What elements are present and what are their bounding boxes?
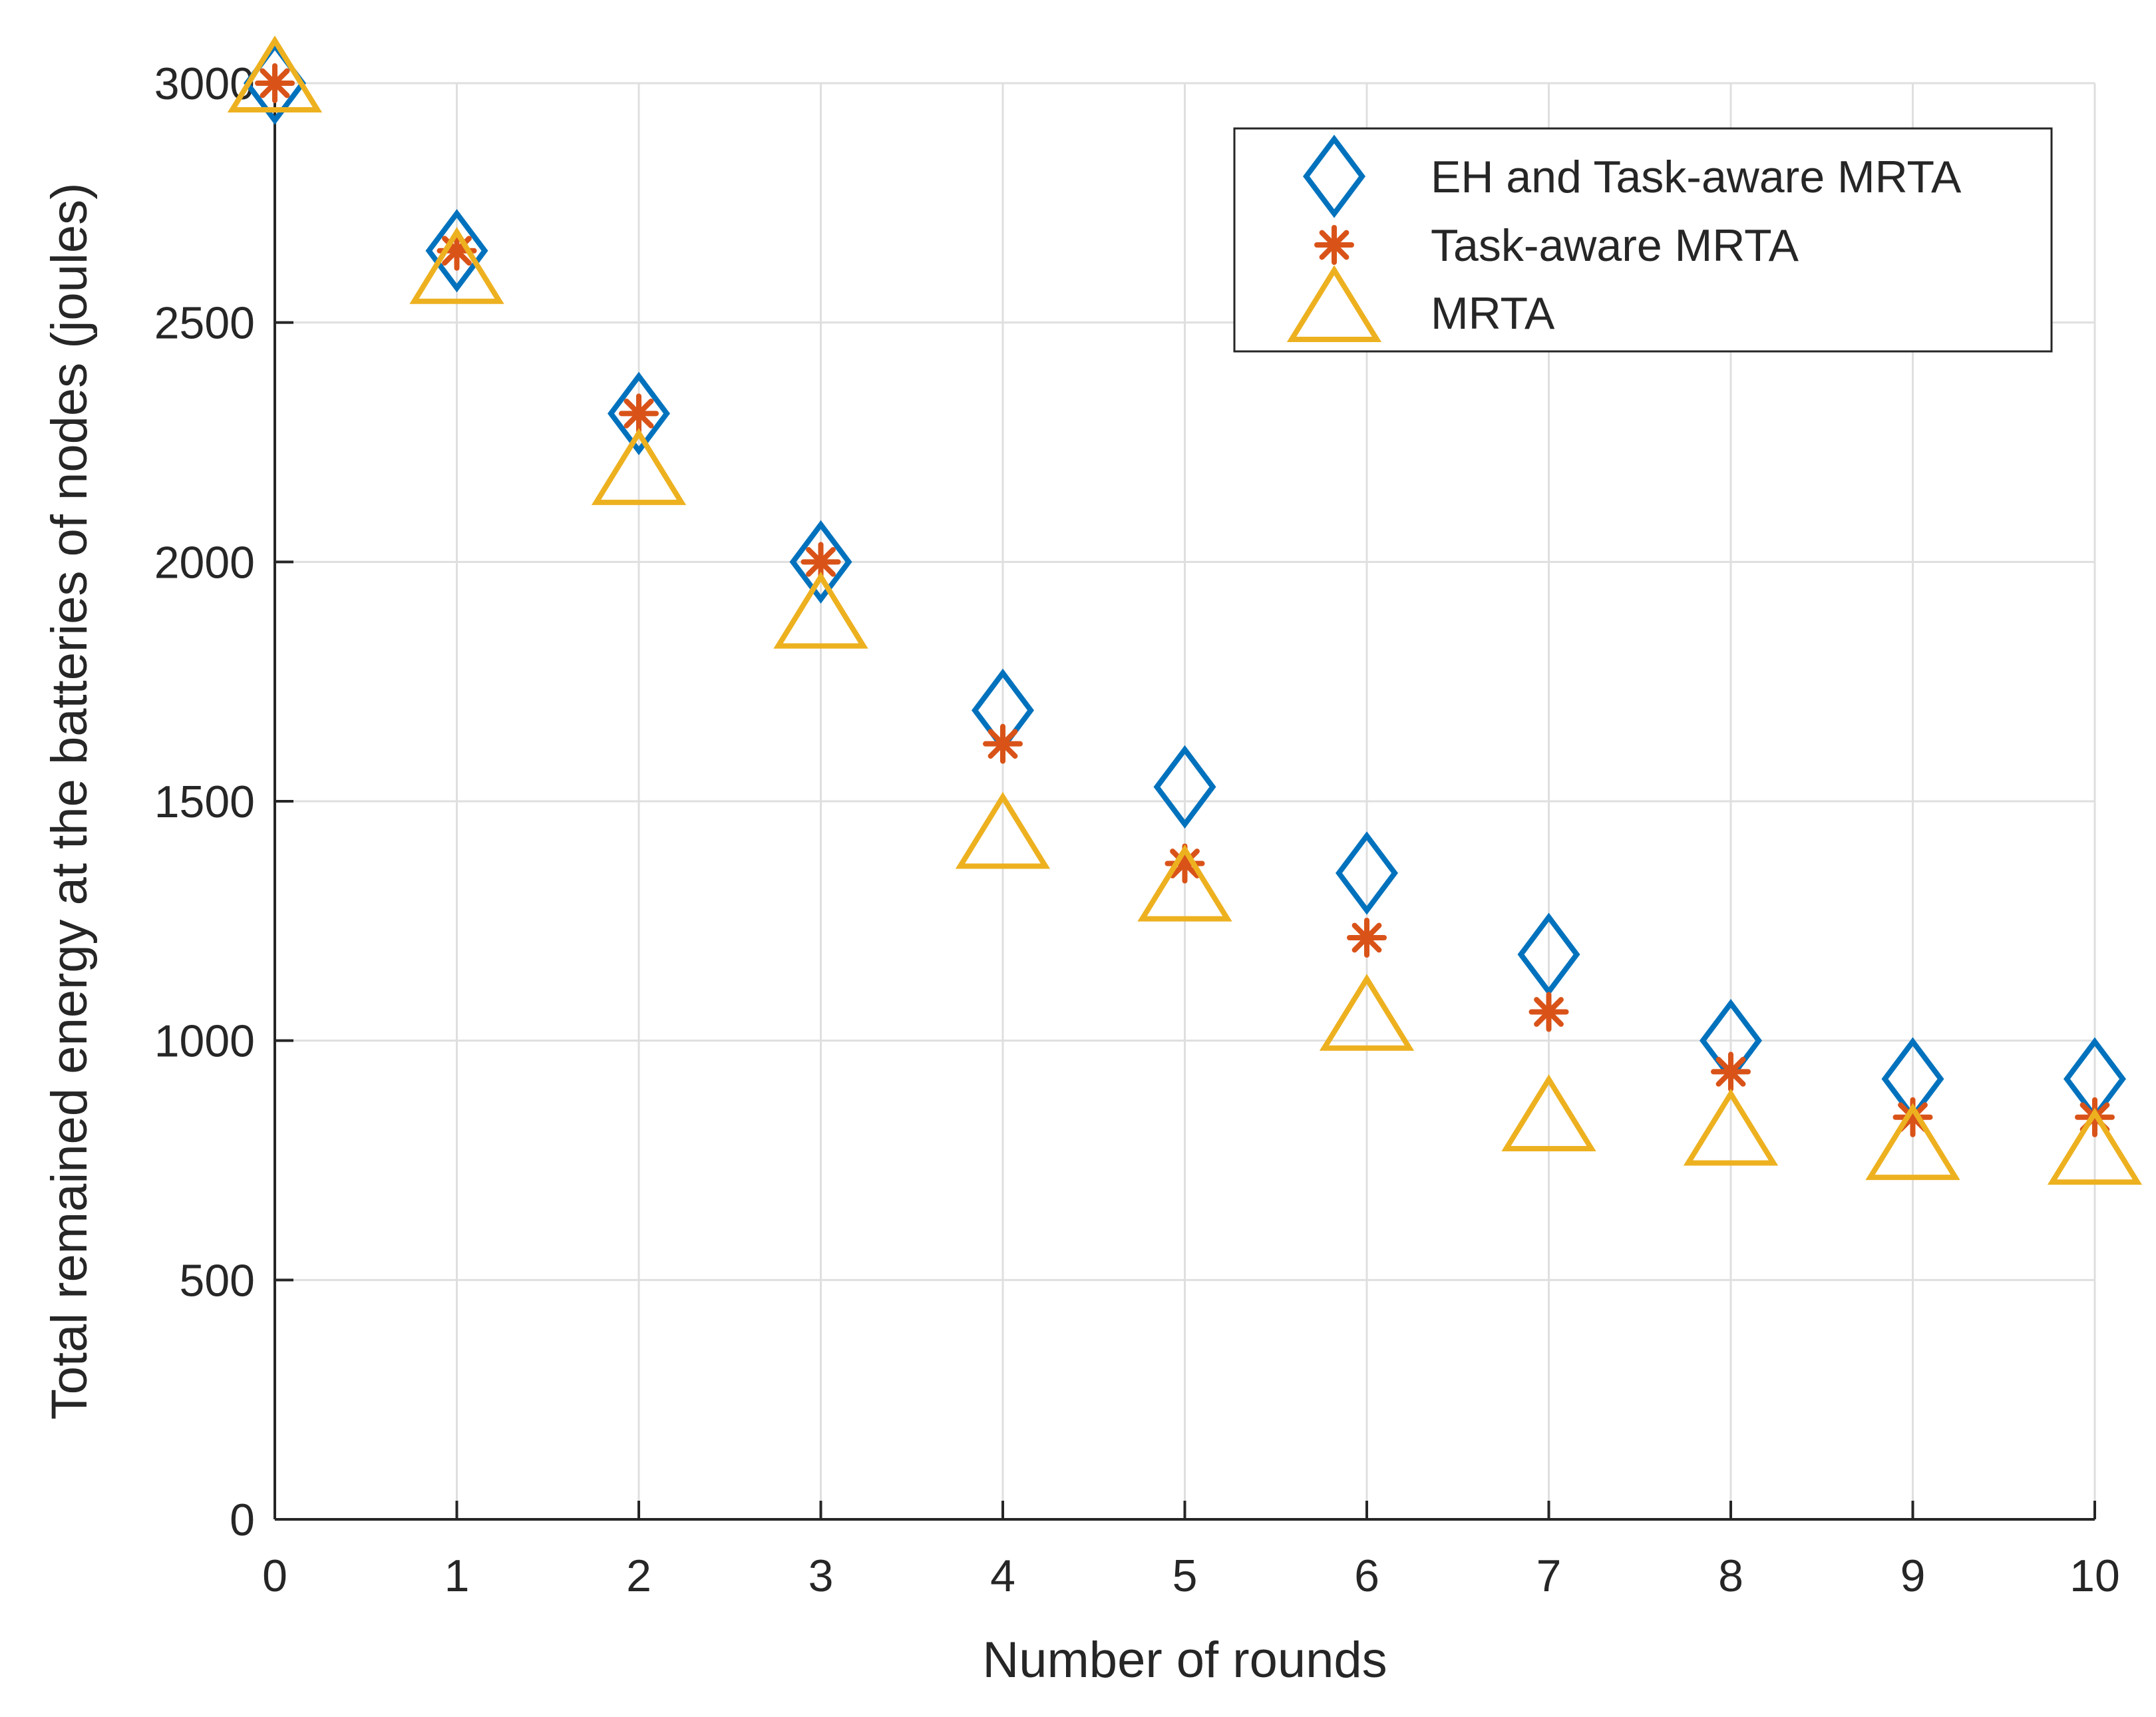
data-point-asterisk (619, 393, 659, 434)
asterisk-stroke (260, 68, 290, 98)
legend-label-eh-task-aware-mrta: EH and Task-aware MRTA (1431, 152, 1962, 202)
x-tick-label: 1 (445, 1551, 470, 1601)
data-point-diamond (608, 371, 670, 456)
data-point-triangle (955, 791, 1051, 869)
y-tick-label: 2500 (154, 298, 255, 349)
x-tick-label: 4 (990, 1551, 1015, 1601)
legend-marker-asterisk (1314, 225, 1354, 265)
legend-marker-shape (1286, 265, 1382, 342)
data-point-diamond (1336, 831, 1398, 915)
asterisk-stroke (806, 546, 836, 577)
legend-marker-shape (1314, 225, 1354, 265)
data-point-asterisk (1711, 1051, 1751, 1092)
asterisk-stroke (1319, 230, 1349, 260)
data-series (227, 35, 2143, 1185)
x-tick-label: 9 (1900, 1551, 1926, 1601)
y-tick-label: 1000 (154, 1016, 255, 1067)
data-point-triangle (1501, 1074, 1596, 1151)
data-point-triangle (227, 35, 323, 112)
legend-label-mrta: MRTA (1431, 288, 1555, 339)
y-tick-label: 2000 (154, 537, 255, 588)
legend-marker-shape (1303, 134, 1365, 218)
axes (273, 82, 2096, 1521)
data-point-diamond (789, 520, 852, 604)
x-tick-label: 7 (1536, 1551, 1562, 1601)
data-point-diamond (425, 209, 488, 293)
data-point-triangle (773, 572, 868, 649)
data-point-triangle (1865, 1103, 1960, 1181)
y-axis-label: Total remained energy at the batteries o… (41, 183, 98, 1420)
asterisk-stroke (1715, 1057, 1746, 1087)
data-point-triangle (1683, 1088, 1779, 1166)
legend-marker-diamond (1303, 134, 1365, 218)
legend-marker-triangle (1286, 265, 1382, 342)
legend: EH and Task-aware MRTA Task-aware MRTA M… (1233, 127, 2053, 353)
asterisk-stroke (1351, 922, 1382, 953)
y-tick-label: 500 (180, 1255, 255, 1306)
x-axis-label: Number of rounds (982, 1632, 1387, 1688)
y-tick-label: 1500 (154, 777, 255, 827)
legend-label-task-aware-mrta: Task-aware MRTA (1431, 220, 1799, 271)
data-point-asterisk (1347, 918, 1387, 958)
x-tick-label: 6 (1354, 1551, 1379, 1601)
legend-box (1233, 127, 2053, 353)
asterisk-stroke (1534, 997, 1564, 1027)
data-point-triangle (1319, 974, 1415, 1051)
x-tick-label: 3 (808, 1551, 834, 1601)
data-point-asterisk (1528, 992, 1569, 1032)
asterisk-stroke (1170, 849, 1200, 878)
data-point-asterisk (983, 723, 1023, 764)
data-point-diamond (1517, 912, 1580, 996)
data-point-asterisk (255, 63, 295, 103)
x-tick-label: 2 (626, 1551, 651, 1601)
data-point-triangle (1137, 845, 1232, 922)
x-tick-label: 5 (1172, 1551, 1198, 1601)
series-asterisk (255, 63, 2115, 1137)
data-point-diamond (1153, 745, 1216, 829)
asterisk-stroke (988, 729, 1018, 759)
x-tick-label: 8 (1718, 1551, 1743, 1601)
data-point-triangle (2047, 1107, 2143, 1185)
series-triangle (227, 35, 2143, 1185)
asterisk-stroke (624, 398, 654, 429)
y-tick-label: 0 (230, 1495, 255, 1545)
x-tick-label: 0 (262, 1551, 287, 1601)
x-tick-label: 10 (2069, 1551, 2120, 1601)
data-point-triangle (409, 227, 504, 304)
data-point-triangle (591, 428, 687, 505)
data-point-asterisk (801, 542, 841, 582)
